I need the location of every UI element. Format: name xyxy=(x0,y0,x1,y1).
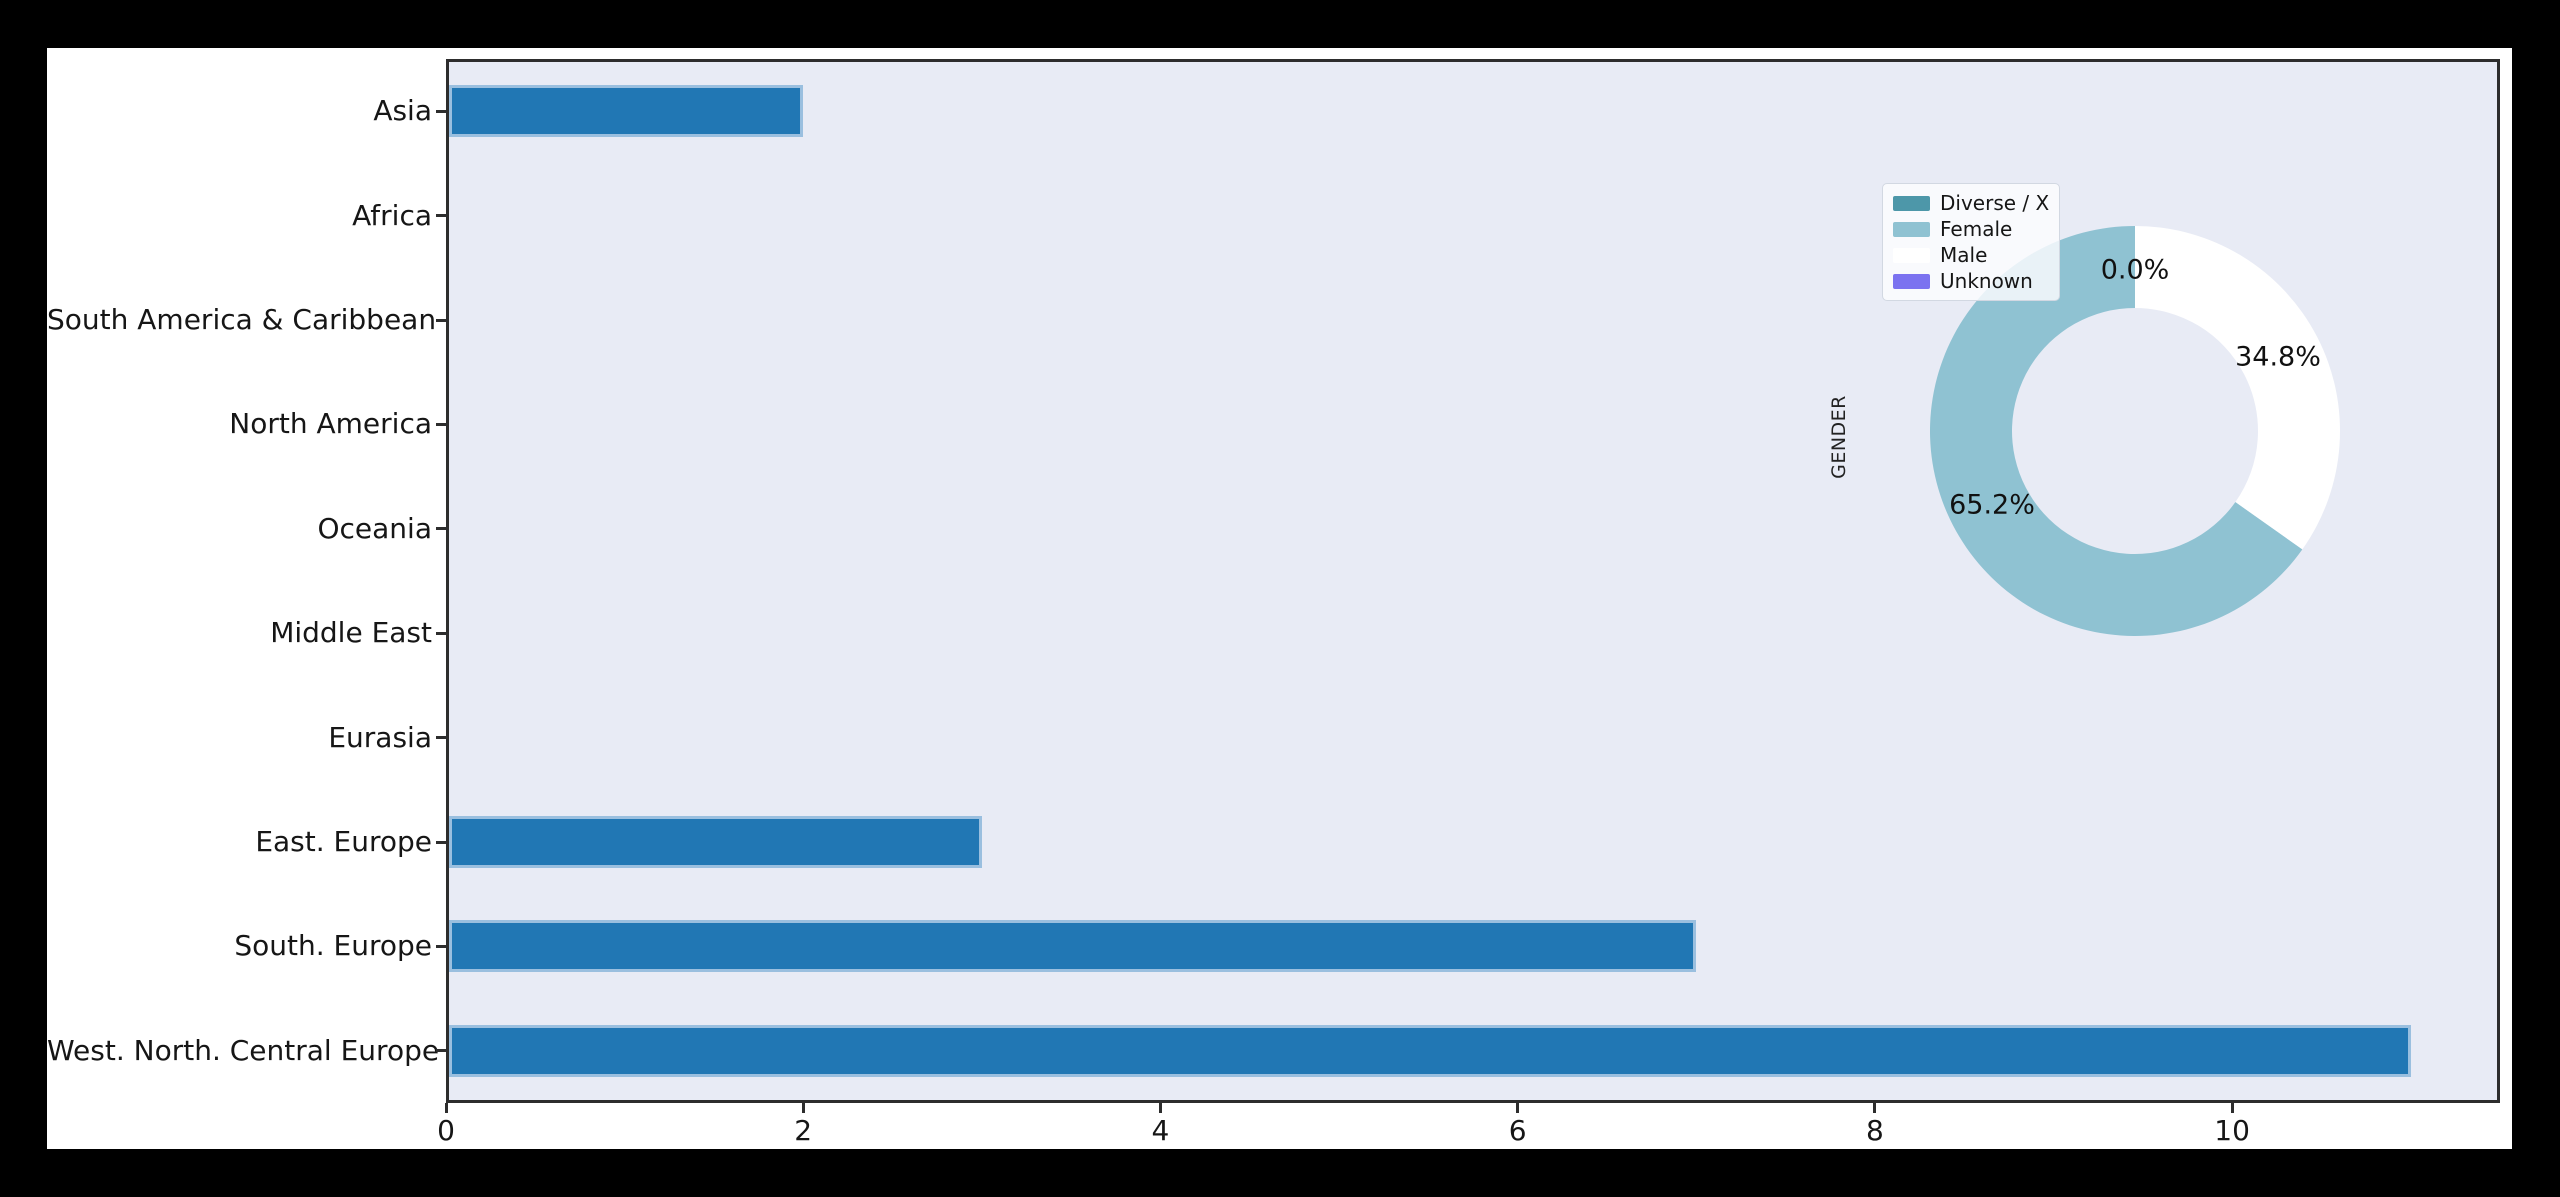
y-tick-label: Eurasia xyxy=(328,720,432,754)
y-tick-label: Middle East xyxy=(270,616,432,650)
legend-swatch xyxy=(1893,247,1930,263)
y-tick-mark xyxy=(436,1049,446,1053)
x-tick-mark xyxy=(1516,1103,1520,1113)
y-tick-mark xyxy=(436,944,446,948)
x-tick-mark xyxy=(2230,1103,2234,1113)
legend-label: Unknown xyxy=(1940,269,2033,293)
legend-label: Diverse / X xyxy=(1940,191,2050,215)
y-tick-mark xyxy=(436,109,446,113)
legend-item: Male xyxy=(1893,242,2049,268)
figure-canvas: Asia Africa South America & Caribbean North… xyxy=(47,48,2512,1149)
x-tick-label: 4 xyxy=(1151,1114,1170,1147)
x-tick-mark xyxy=(444,1103,448,1113)
legend-item: Female xyxy=(1893,216,2049,242)
x-tick-label: 10 xyxy=(2214,1114,2250,1147)
gender-axis-label: GENDER xyxy=(1828,395,1850,479)
y-tick-label: South. Europe xyxy=(234,929,432,963)
y-tick-label: Oceania xyxy=(317,511,432,545)
legend-swatch xyxy=(1893,221,1930,237)
donut-slice xyxy=(2135,226,2340,550)
y-tick-mark xyxy=(436,736,446,740)
legend-label: Female xyxy=(1940,217,2013,241)
y-tick-mark xyxy=(436,318,446,322)
y-tick-mark xyxy=(436,631,446,635)
y-tick-mark xyxy=(436,214,446,218)
y-tick-label: North America xyxy=(229,407,432,441)
y-tick-label: East. Europe xyxy=(255,825,432,858)
legend-item: Diverse / X xyxy=(1893,190,2049,216)
y-tick-mark xyxy=(436,422,446,426)
y-tick-label: Asia xyxy=(373,94,432,128)
y-tick-label: South America & Caribbean xyxy=(47,303,437,336)
y-tick-label: West. North. Central Europe xyxy=(47,1033,440,1067)
gender-donut-chart xyxy=(1930,226,2340,636)
x-tick-label: 8 xyxy=(1865,1114,1884,1147)
legend-label: Male xyxy=(1940,243,1988,267)
legend-swatch xyxy=(1893,273,1930,289)
y-tick-mark xyxy=(436,840,446,844)
legend-item: Unknown xyxy=(1893,268,2049,294)
y-tick-label: Africa xyxy=(352,198,432,232)
donut-slice xyxy=(1930,226,2303,636)
x-tick-mark xyxy=(801,1103,805,1113)
legend: Diverse / X Female Male Unknown xyxy=(1882,183,2061,301)
x-tick-mark xyxy=(1158,1103,1162,1113)
y-tick-mark xyxy=(436,527,446,531)
x-tick-mark xyxy=(1873,1103,1877,1113)
legend-swatch xyxy=(1893,195,1930,211)
x-tick-label: 6 xyxy=(1508,1114,1527,1147)
x-tick-label: 2 xyxy=(794,1114,813,1147)
x-tick-label: 0 xyxy=(437,1114,455,1147)
